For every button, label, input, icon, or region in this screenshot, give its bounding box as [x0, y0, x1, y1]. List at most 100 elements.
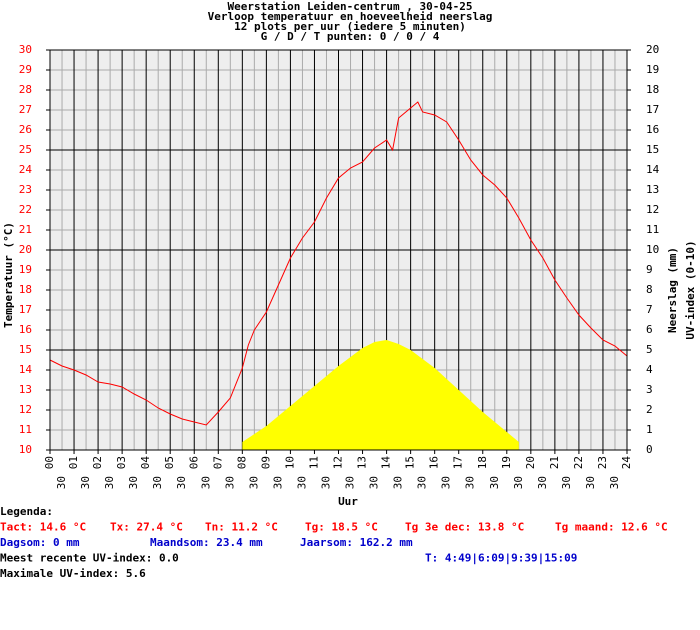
y2-axis-label: UV-index (0-10) — [684, 240, 697, 339]
x-tick-label: 10 — [283, 456, 296, 469]
x-minor-tick-label: 30 — [440, 476, 453, 489]
legend-text: Meest recente UV-index: 0.0 — [0, 552, 179, 565]
y-tick-label: 25 — [19, 143, 32, 156]
x-minor-tick-label: 30 — [416, 476, 429, 489]
x-minor-tick-label: 30 — [560, 476, 573, 489]
y2-tick-label: 3 — [646, 383, 653, 396]
legend-text: Tg: 18.5 °C — [305, 521, 378, 534]
x-minor-tick-label: 30 — [199, 476, 212, 489]
y-tick-label: 23 — [19, 183, 32, 196]
legend-text: Jaarsom: 162.2 mm — [300, 536, 413, 549]
x-minor-tick-label: 30 — [464, 476, 477, 489]
y2-tick-label: 16 — [646, 123, 659, 136]
x-tick-label: 05 — [163, 456, 176, 469]
x-tick-label: 17 — [452, 456, 465, 469]
x-tick-label: 09 — [259, 456, 272, 469]
y-tick-label: 24 — [19, 163, 33, 176]
y2-axis-label: Neerslag (mm) — [666, 247, 679, 333]
x-tick-label: 22 — [572, 456, 585, 469]
y2-tick-label: 10 — [646, 243, 659, 256]
x-minor-tick-label: 30 — [103, 476, 116, 489]
x-minor-tick-label: 30 — [392, 476, 405, 489]
y2-tick-label: 7 — [646, 303, 653, 316]
y-tick-label: 28 — [19, 83, 32, 96]
y-tick-label: 20 — [19, 243, 32, 256]
y-tick-label: 13 — [19, 383, 32, 396]
legend-text: Tg 3e dec: 13.8 °C — [405, 521, 524, 534]
y-tick-label: 10 — [19, 443, 32, 456]
y2-tick-label: 1 — [646, 423, 653, 436]
legend-text: Tn: 11.2 °C — [205, 521, 278, 534]
y-tick-label: 26 — [19, 123, 32, 136]
x-tick-label: 07 — [211, 456, 224, 469]
x-tick-label: 24 — [620, 456, 633, 470]
x-tick-label: 11 — [307, 456, 320, 469]
x-minor-tick-label: 30 — [536, 476, 549, 489]
y2-tick-label: 13 — [646, 183, 659, 196]
legend-text: Maandsom: 23.4 mm — [150, 536, 263, 549]
y2-tick-label: 17 — [646, 103, 659, 116]
y2-tick-label: 2 — [646, 403, 653, 416]
x-tick-label: 19 — [500, 456, 513, 469]
legend-text: Tg maand: 12.6 °C — [555, 521, 668, 534]
legend-text: Legenda: — [0, 505, 53, 518]
legend-text: T: 4:49|6:09|9:39|15:09 — [425, 552, 577, 565]
chart-title: 12 plots per uur (iedere 5 minuten) — [234, 20, 466, 33]
y-tick-label: 27 — [19, 103, 32, 116]
y2-tick-label: 19 — [646, 63, 659, 76]
legend-text: Tact: 14.6 °C — [0, 521, 86, 534]
y-tick-label: 15 — [19, 343, 32, 356]
y2-tick-label: 8 — [646, 283, 653, 296]
x-minor-tick-label: 30 — [488, 476, 501, 489]
x-tick-label: 23 — [596, 456, 609, 469]
y-tick-label: 22 — [19, 203, 32, 216]
x-tick-label: 21 — [548, 456, 561, 469]
x-tick-label: 15 — [404, 456, 417, 469]
y-tick-label: 21 — [19, 223, 32, 236]
x-tick-label: 00 — [43, 456, 56, 469]
legend-text: Maximale UV-index: 5.6 — [0, 567, 146, 580]
y-tick-label: 30 — [19, 43, 32, 56]
y-tick-label: 11 — [19, 423, 32, 436]
x-tick-label: 20 — [524, 456, 537, 469]
y2-tick-label: 18 — [646, 83, 659, 96]
y2-tick-label: 5 — [646, 343, 653, 356]
chart-title: Weerstation Leiden-centrum , 30-04-25 — [227, 0, 472, 13]
y-axis-label: Temperatuur (°C) — [2, 222, 15, 328]
x-minor-tick-label: 30 — [151, 476, 164, 489]
y2-tick-label: 9 — [646, 263, 653, 276]
y2-tick-label: 11 — [646, 223, 659, 236]
y2-tick-label: 14 — [646, 163, 660, 176]
x-minor-tick-label: 30 — [584, 476, 597, 489]
x-tick-label: 13 — [356, 456, 369, 469]
x-axis-label: Uur — [338, 495, 358, 508]
x-minor-tick-label: 30 — [127, 476, 140, 489]
x-tick-label: 14 — [380, 456, 393, 470]
x-tick-label: 04 — [139, 456, 152, 470]
x-minor-tick-label: 30 — [368, 476, 381, 489]
chart-title: G / D / T punten: 0 / 0 / 4 — [261, 30, 440, 43]
x-minor-tick-label: 30 — [223, 476, 236, 489]
y-tick-label: 18 — [19, 283, 32, 296]
x-tick-label: 01 — [67, 456, 80, 469]
y2-tick-label: 20 — [646, 43, 659, 56]
y2-tick-label: 0 — [646, 443, 653, 456]
y2-tick-label: 12 — [646, 203, 659, 216]
x-minor-tick-label: 30 — [247, 476, 260, 489]
x-tick-label: 03 — [115, 456, 128, 469]
x-minor-tick-label: 30 — [295, 476, 308, 489]
chart-title: Verloop temperatuur en hoeveelheid neers… — [208, 10, 493, 23]
x-tick-label: 02 — [91, 456, 104, 469]
x-tick-label: 16 — [428, 456, 441, 469]
x-minor-tick-label: 30 — [608, 476, 621, 489]
x-tick-label: 12 — [332, 456, 345, 469]
x-minor-tick-label: 30 — [271, 476, 284, 489]
y-tick-label: 12 — [19, 403, 32, 416]
plot-frame — [49, 49, 628, 451]
x-tick-label: 06 — [187, 456, 200, 469]
x-tick-label: 08 — [235, 456, 248, 469]
x-minor-tick-label: 30 — [175, 476, 188, 489]
x-minor-tick-label: 30 — [512, 476, 525, 489]
y2-tick-label: 4 — [646, 363, 653, 376]
